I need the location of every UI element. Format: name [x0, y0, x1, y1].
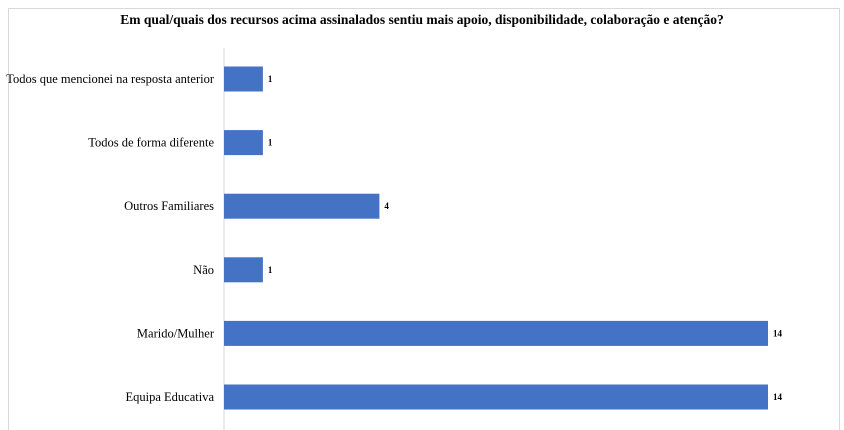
- data-label: 14: [773, 328, 783, 338]
- bar: [224, 130, 263, 156]
- chart-frame: [8, 8, 840, 430]
- category-label: Todos de forma diferente: [88, 136, 214, 150]
- bar: [224, 257, 263, 283]
- data-label: 1: [268, 265, 273, 275]
- bar: [224, 193, 380, 219]
- category-label: Não: [193, 263, 214, 277]
- chart-title: Em qual/quais dos recursos acima assinal…: [120, 12, 724, 27]
- bar: [224, 66, 263, 92]
- data-label: 1: [268, 138, 273, 148]
- category-label: Marido/Mulher: [137, 326, 215, 340]
- category-label: Equipa Educativa: [125, 390, 214, 404]
- data-label: 1: [268, 74, 273, 84]
- bar: [224, 384, 768, 410]
- category-label: Todos que mencionei na resposta anterior: [6, 72, 215, 86]
- category-label: Outros Familiares: [124, 199, 214, 213]
- bars-group: Todos que mencionei na resposta anterior…: [6, 66, 783, 410]
- bar: [224, 320, 768, 346]
- data-label: 14: [773, 392, 783, 402]
- data-label: 4: [384, 201, 389, 211]
